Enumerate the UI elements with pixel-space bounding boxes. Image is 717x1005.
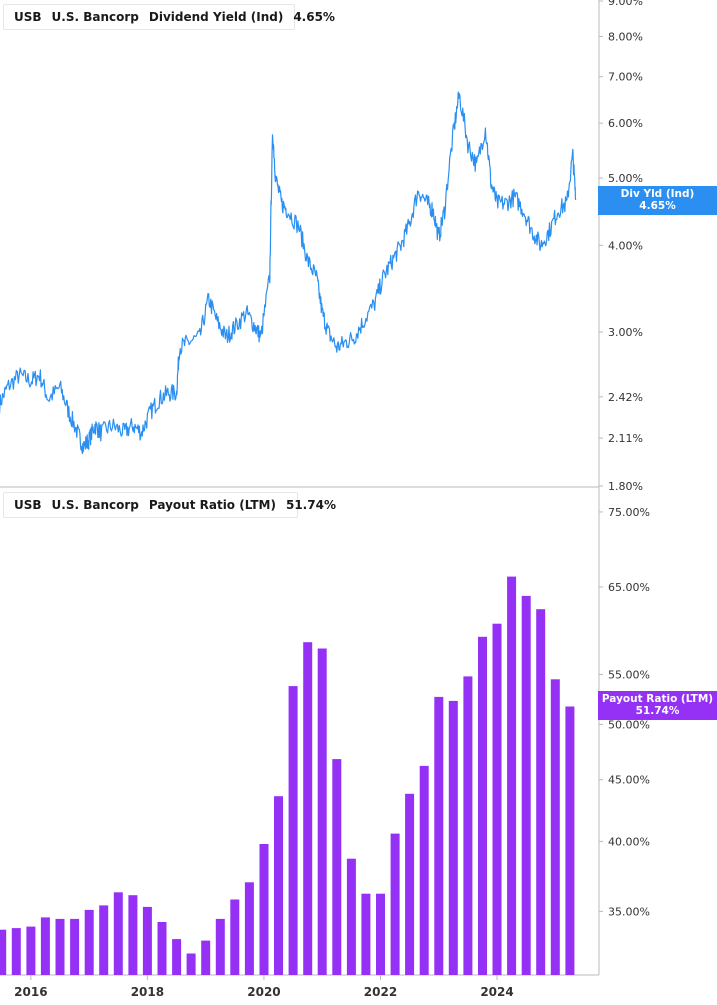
- year-tick-label: 2018: [131, 985, 164, 999]
- tag-value: 4.65%: [639, 200, 676, 212]
- payout-bar: [26, 926, 36, 975]
- payout-tick-label: 35.00%: [608, 905, 650, 918]
- legend-company: U.S. Bancorp: [51, 10, 139, 24]
- payout-ratio-value-tag: Payout Ratio (LTM) 51.74%: [598, 691, 717, 720]
- dividend-yield-value-tag: Div Yld (Ind) 4.65%: [598, 186, 717, 215]
- yield-axis-ticks: 9.00% 8.00% 7.00% 6.00% 5.00% 4.00% 3.00% 2.42%…: [599, 0, 643, 493]
- payout-bar: [478, 636, 487, 975]
- payout-bar: [128, 895, 138, 975]
- payout-bar: [99, 905, 109, 975]
- payout-bar: [55, 918, 65, 975]
- payout-bar: [142, 906, 152, 975]
- yield-tick-label: 3.00%: [608, 326, 643, 339]
- dividend-yield-legend: USB U.S. Bancorp Dividend Yield (Ind) 4.…: [3, 4, 335, 30]
- legend-ticker: USB: [14, 498, 42, 512]
- payout-bar: [201, 940, 211, 975]
- payout-bar: [157, 922, 167, 975]
- legend-company: U.S. Bancorp: [51, 498, 139, 512]
- yield-tick-label: 2.42%: [608, 391, 643, 404]
- dividend-yield-line: [0, 91, 577, 455]
- year-tick-label: 2024: [480, 985, 513, 999]
- yield-tick-label: 5.00%: [608, 172, 643, 185]
- payout-bar: [434, 696, 444, 975]
- payout-tick-label: 75.00%: [608, 506, 650, 519]
- payout-ratio-bars: [0, 576, 575, 975]
- payout-axis-ticks: 75.00% 65.00% 55.00% 50.00% 45.00% 40.00% 35.0…: [599, 506, 650, 918]
- payout-bar: [390, 833, 400, 975]
- payout-bar: [405, 793, 415, 975]
- legend-metric: Payout Ratio (LTM): [148, 498, 276, 512]
- payout-bar: [244, 882, 254, 975]
- payout-bar: [230, 899, 240, 975]
- legend-ticker: USB: [14, 10, 42, 24]
- payout-bar: [317, 648, 327, 975]
- payout-bar: [463, 676, 473, 975]
- payout-bar: [419, 765, 429, 975]
- tag-label: Div Yld (Ind): [620, 188, 695, 200]
- payout-bar: [70, 918, 80, 975]
- payout-ratio-legend: USB U.S. Bancorp Payout Ratio (LTM) 51.7…: [3, 492, 336, 518]
- payout-bar: [550, 679, 560, 975]
- payout-bar: [84, 909, 94, 975]
- yield-tick-label: 2.11%: [608, 432, 643, 445]
- legend-value: 51.74%: [285, 498, 336, 512]
- payout-bar: [536, 609, 546, 975]
- payout-bar: [507, 576, 517, 975]
- payout-bar: [186, 953, 196, 975]
- payout-tick-label: 65.00%: [608, 581, 650, 594]
- payout-bar: [521, 595, 531, 975]
- yield-tick-label: 1.80%: [608, 480, 643, 493]
- yield-tick-label: 6.00%: [608, 117, 643, 130]
- payout-tick-label: 50.00%: [608, 718, 650, 731]
- payout-bar: [346, 858, 356, 975]
- payout-tick-label: 55.00%: [608, 668, 650, 681]
- yield-tick-label: 8.00%: [608, 30, 643, 43]
- payout-bar: [40, 917, 50, 975]
- payout-bar: [303, 642, 313, 975]
- payout-bar: [172, 939, 182, 975]
- yield-tick-label: 4.00%: [608, 239, 643, 252]
- payout-bar: [565, 706, 575, 975]
- payout-bar: [332, 759, 342, 975]
- payout-bar: [259, 844, 269, 975]
- yield-tick-label: 7.00%: [608, 71, 643, 84]
- payout-bar: [0, 929, 7, 975]
- yield-tick-label: 9.00%: [608, 0, 643, 8]
- payout-tick-label: 45.00%: [608, 774, 650, 787]
- year-axis-ticks: 2016 2018 2020 2022 2024: [14, 975, 514, 999]
- tag-value: 51.74%: [635, 705, 680, 717]
- payout-bar: [11, 928, 21, 975]
- payout-bar: [448, 700, 458, 975]
- payout-bar: [274, 796, 283, 975]
- payout-bar: [215, 918, 225, 975]
- year-tick-label: 2022: [364, 985, 397, 999]
- payout-tick-label: 40.00%: [608, 835, 650, 848]
- legend-metric: Dividend Yield (Ind): [148, 10, 284, 24]
- payout-bar: [376, 893, 385, 975]
- payout-bar: [492, 623, 502, 975]
- year-tick-label: 2020: [247, 985, 280, 999]
- payout-bar: [113, 892, 123, 975]
- legend-value: 4.65%: [293, 10, 335, 24]
- year-tick-label: 2016: [14, 985, 47, 999]
- payout-bar: [288, 686, 298, 975]
- tag-label: Payout Ratio (LTM): [601, 693, 714, 705]
- payout-bar: [361, 893, 371, 975]
